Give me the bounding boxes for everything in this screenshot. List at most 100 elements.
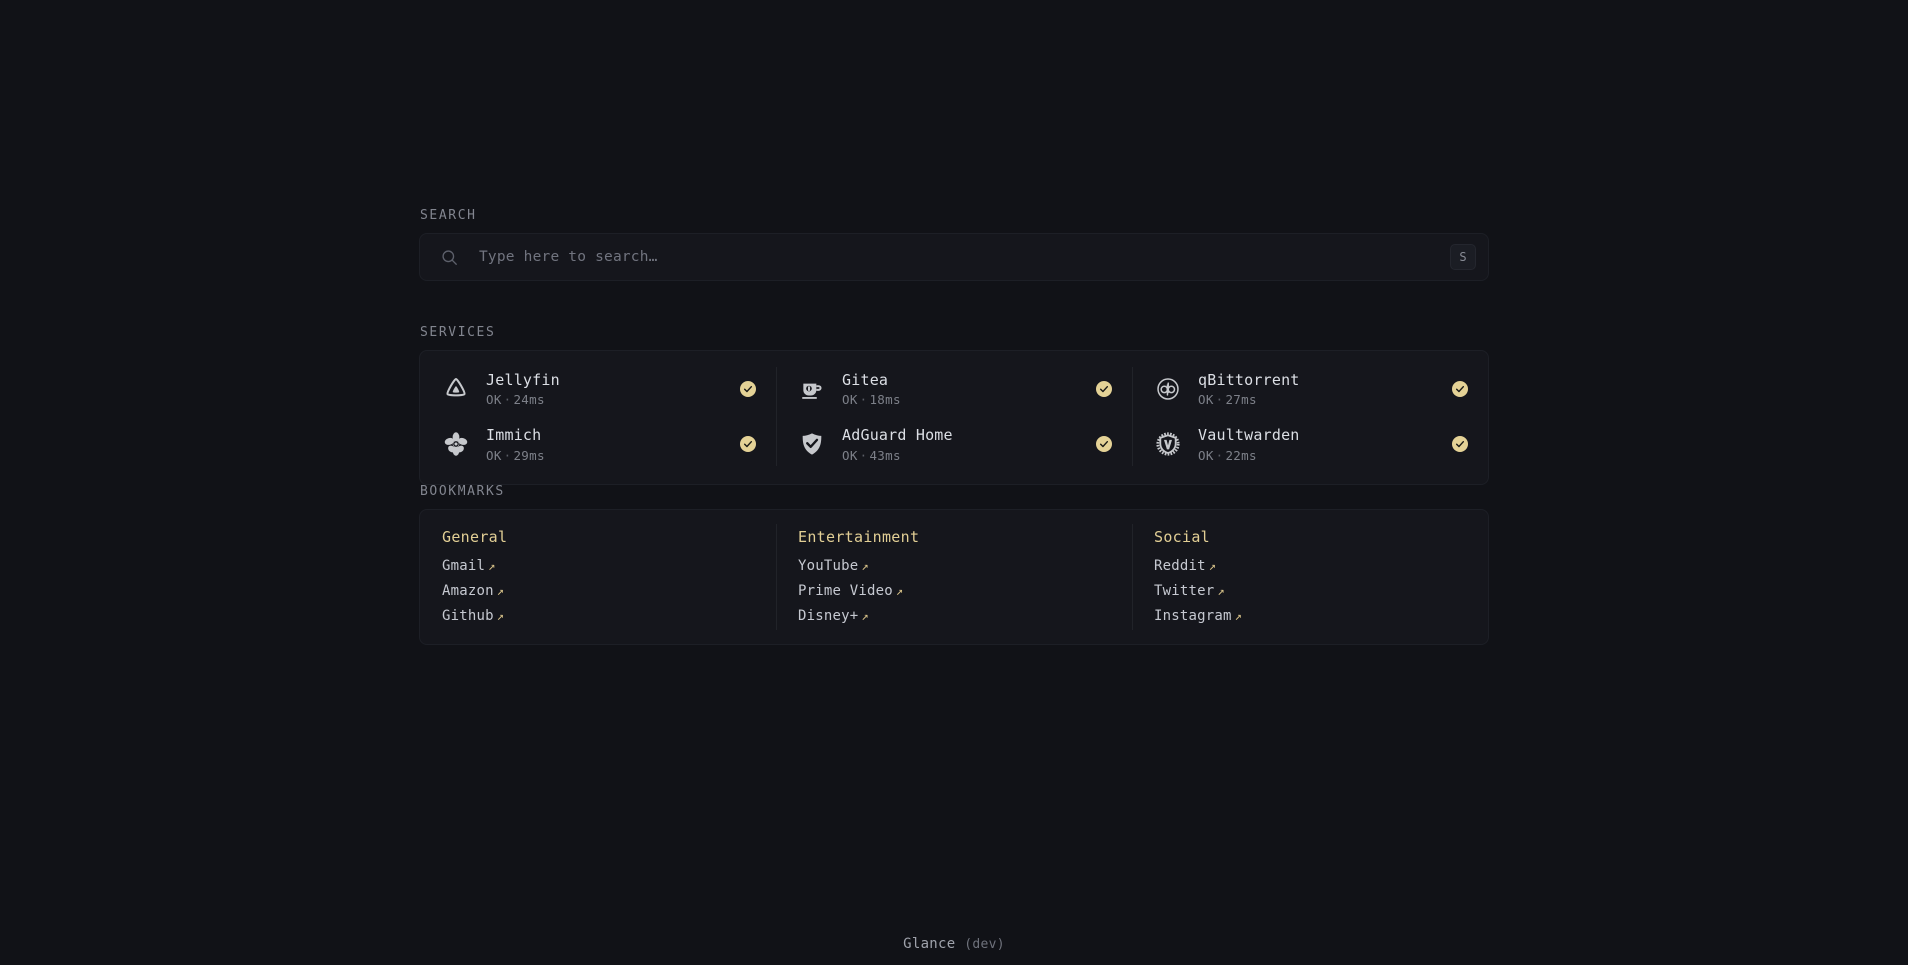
service-item-adguard-home[interactable]: AdGuard Home OK · 43ms: [776, 416, 1132, 471]
qbittorrent-icon: [1154, 375, 1182, 403]
status-badge-check-icon: [1096, 380, 1112, 397]
bookmark-group-entertainment: Entertainment YouTube ↗ Prime Video ↗ Disn…: [776, 524, 1132, 630]
service-text: Jellyfin OK · 24ms: [486, 370, 724, 407]
service-item-gitea[interactable]: Gitea OK · 18ms: [776, 361, 1132, 416]
service-text: Vaultwarden OK · 22ms: [1198, 425, 1436, 462]
external-link-arrow-icon: ↗: [488, 559, 496, 573]
service-text: Immich OK · 29ms: [486, 425, 724, 462]
service-status-text: OK: [842, 392, 858, 408]
adguard-icon: [798, 430, 826, 458]
service-status: OK · 18ms: [842, 392, 1080, 407]
bookmark-group-title: Entertainment: [798, 528, 920, 546]
bookmark-link[interactable]: Disney+ ↗: [798, 608, 1112, 624]
service-name: Jellyfin: [486, 371, 560, 389]
bookmark-link[interactable]: Gmail ↗: [442, 558, 756, 574]
status-badge-check-icon: [1096, 435, 1112, 452]
vaultwarden-icon: [1154, 430, 1182, 458]
external-link-arrow-icon: ↗: [895, 584, 904, 598]
service-latency: 18ms: [869, 392, 901, 408]
bookmark-link[interactable]: Amazon ↗: [442, 583, 756, 599]
service-item-jellyfin[interactable]: Jellyfin OK · 24ms: [420, 361, 776, 416]
footer: Glance (dev): [0, 936, 1908, 952]
service-latency: 22ms: [1225, 447, 1257, 463]
search-section: SEARCH S: [419, 208, 1489, 281]
external-link-arrow-icon: ↗: [861, 609, 869, 623]
bookmark-group-title: Social: [1154, 528, 1210, 546]
separator-dot: ·: [1215, 392, 1224, 408]
services-section-label: SERVICES: [420, 325, 496, 340]
bookmark-link-label: Github: [442, 608, 494, 624]
status-badge-check-icon: [1452, 435, 1468, 452]
bookmark-link[interactable]: Reddit ↗: [1154, 558, 1468, 574]
bookmark-link-label: Instagram: [1154, 608, 1232, 624]
bookmark-group-social: Social Reddit ↗ Twitter ↗ Instagram ↗: [1132, 524, 1488, 630]
bookmark-link[interactable]: Instagram ↗: [1154, 608, 1468, 624]
search-input[interactable]: [479, 249, 1450, 265]
service-latency: 24ms: [513, 392, 545, 408]
services-card: Jellyfin OK · 24ms: [419, 350, 1489, 485]
services-grid: Jellyfin OK · 24ms: [420, 351, 1488, 484]
service-item-vaultwarden[interactable]: Vaultwarden OK · 22ms: [1132, 416, 1488, 471]
bookmark-link-label: Disney+: [798, 608, 859, 624]
bookmark-group-general: General Gmail ↗ Amazon ↗ Github ↗: [420, 528, 776, 624]
bookmark-link-label: Reddit: [1154, 558, 1206, 574]
service-text: AdGuard Home OK · 43ms: [842, 425, 1080, 462]
external-link-arrow-icon: ↗: [861, 559, 869, 573]
service-status-text: OK: [1198, 392, 1214, 408]
separator-dot: ·: [859, 447, 868, 463]
external-link-arrow-icon: ↗: [496, 584, 505, 598]
gitea-icon: [798, 375, 826, 403]
bookmarks-card: General Gmail ↗ Amazon ↗ Github ↗ Entertain…: [419, 509, 1489, 645]
separator-dot: ·: [503, 447, 512, 463]
external-link-arrow-icon: ↗: [1208, 559, 1217, 573]
service-name: Vaultwarden: [1198, 426, 1300, 445]
service-status: OK · 27ms: [1198, 392, 1436, 407]
bookmark-link-label: Prime Video: [798, 583, 893, 599]
services-column: Gitea OK · 18ms: [776, 361, 1132, 472]
service-name: Immich: [486, 426, 542, 445]
service-text: Gitea OK · 18ms: [842, 370, 1080, 407]
service-status-text: OK: [842, 447, 858, 463]
bookmark-link[interactable]: Github ↗: [442, 608, 756, 624]
service-name: qBittorrent: [1198, 371, 1300, 389]
external-link-arrow-icon: ↗: [1217, 584, 1225, 598]
service-status: OK · 22ms: [1198, 448, 1436, 463]
service-status-text: OK: [1198, 447, 1214, 463]
service-item-qbittorrent[interactable]: qBittorrent OK · 27ms: [1132, 361, 1488, 416]
status-badge-check-icon: [1452, 380, 1468, 397]
service-latency: 43ms: [869, 447, 901, 463]
service-status: OK · 24ms: [486, 392, 724, 407]
immich-icon: [442, 430, 470, 458]
separator-dot: ·: [859, 392, 868, 408]
bookmark-link[interactable]: Prime Video ↗: [798, 583, 1112, 599]
bookmark-group-title: General: [442, 528, 508, 546]
search-bar[interactable]: S: [419, 233, 1489, 281]
external-link-arrow-icon: ↗: [496, 609, 505, 623]
bookmarks-section-label: BOOKMARKS: [420, 484, 505, 499]
footer-build-tag: (dev): [964, 937, 1005, 952]
service-status: OK · 43ms: [842, 448, 1080, 463]
service-name: AdGuard Home: [842, 426, 953, 445]
status-badge-check-icon: [740, 380, 756, 397]
service-text: qBittorrent OK · 27ms: [1198, 370, 1436, 407]
separator-dot: ·: [1215, 447, 1224, 463]
external-link-arrow-icon: ↗: [1234, 609, 1243, 623]
service-status-text: OK: [486, 392, 502, 408]
services-section: SERVICES Jellyf: [419, 325, 1489, 485]
service-item-immich[interactable]: Immich OK · 29ms: [420, 416, 776, 471]
search-section-label: SEARCH: [420, 208, 477, 223]
bookmarks-section: BOOKMARKS General Gmail ↗ Amazon ↗ Github ↗…: [419, 484, 1489, 645]
search-shortcut-key[interactable]: S: [1450, 244, 1476, 270]
service-status-text: OK: [486, 447, 502, 463]
bookmarks-grid: General Gmail ↗ Amazon ↗ Github ↗ Entertain…: [420, 510, 1488, 644]
bookmark-link[interactable]: YouTube ↗: [798, 558, 1112, 574]
bookmark-link[interactable]: Twitter ↗: [1154, 583, 1468, 599]
status-badge-check-icon: [740, 435, 756, 452]
footer-app-name[interactable]: Glance: [903, 936, 956, 952]
services-column: Jellyfin OK · 24ms: [420, 361, 776, 472]
service-status: OK · 29ms: [486, 448, 724, 463]
bookmark-link-label: Twitter: [1154, 583, 1215, 599]
bookmark-link-label: Amazon: [442, 583, 494, 599]
bookmark-link-label: YouTube: [798, 558, 859, 574]
service-latency: 27ms: [1225, 392, 1257, 408]
